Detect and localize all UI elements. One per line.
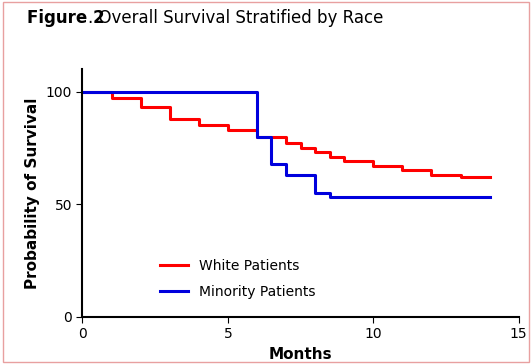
Line: Minority Patients: Minority Patients (82, 92, 489, 197)
Minority Patients (486, 195, 493, 199)
Minority Patients (283, 162, 289, 166)
Y-axis label: Probability of Survival: Probability of Survival (25, 97, 40, 289)
White Patients (137, 105, 144, 110)
White Patients (327, 150, 333, 155)
White Patients (370, 164, 377, 168)
Legend: White Patients, Minority Patients: White Patients, Minority Patients (155, 253, 321, 305)
White Patients (283, 141, 289, 146)
White Patients (458, 175, 464, 179)
Minority Patients (254, 90, 260, 94)
Minority Patients (327, 191, 333, 195)
X-axis label: Months: Months (269, 347, 332, 362)
Minority Patients (79, 90, 86, 94)
White Patients (370, 159, 377, 163)
Minority Patients (268, 134, 275, 139)
White Patients (196, 116, 202, 121)
White Patients (458, 173, 464, 177)
White Patients (167, 105, 173, 110)
Minority Patients (312, 173, 318, 177)
White Patients (283, 134, 289, 139)
Minority Patients (268, 162, 275, 166)
White Patients (327, 155, 333, 159)
Minority Patients (283, 173, 289, 177)
White Patients (196, 123, 202, 128)
Text: . Overall Survival Stratified by Race: . Overall Survival Stratified by Race (88, 9, 383, 27)
White Patients (79, 90, 86, 94)
White Patients (297, 146, 304, 150)
White Patients (312, 150, 318, 155)
White Patients (109, 90, 115, 94)
White Patients (399, 168, 405, 173)
Line: White Patients: White Patients (82, 92, 489, 177)
White Patients (486, 175, 493, 179)
White Patients (167, 116, 173, 121)
White Patients (341, 155, 347, 159)
White Patients (428, 168, 435, 173)
White Patients (109, 96, 115, 100)
White Patients (297, 141, 304, 146)
White Patients (399, 164, 405, 168)
White Patients (137, 96, 144, 100)
Minority Patients (254, 134, 260, 139)
White Patients (341, 159, 347, 163)
White Patients (254, 128, 260, 132)
White Patients (312, 146, 318, 150)
White Patients (225, 123, 231, 128)
White Patients (254, 134, 260, 139)
Text: Figure 2: Figure 2 (27, 9, 104, 27)
White Patients (428, 173, 435, 177)
Minority Patients (327, 195, 333, 199)
White Patients (225, 128, 231, 132)
Minority Patients (312, 191, 318, 195)
